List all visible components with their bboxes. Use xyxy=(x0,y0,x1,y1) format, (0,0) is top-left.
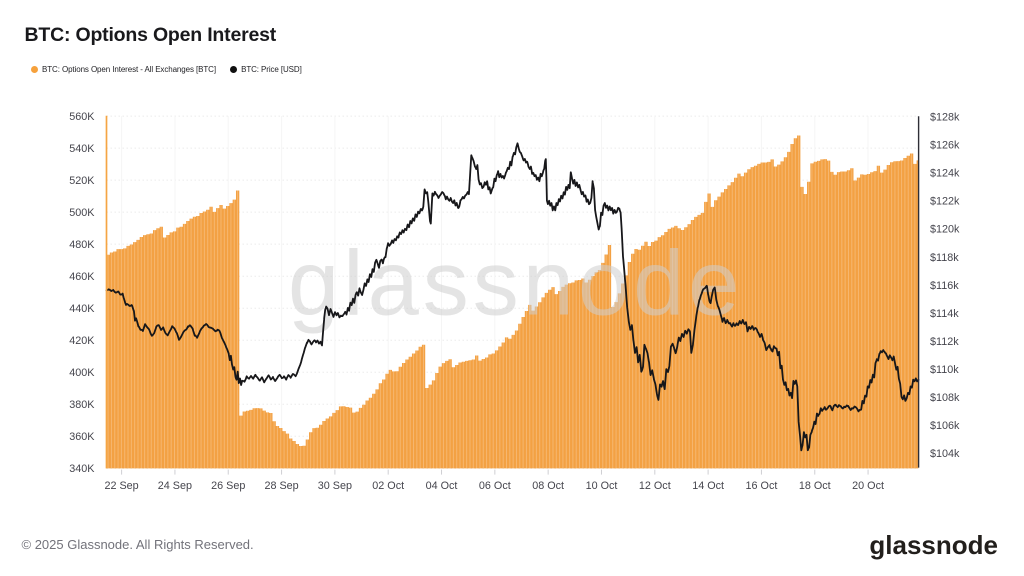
svg-text:$128k: $128k xyxy=(930,112,960,124)
svg-text:$118k: $118k xyxy=(930,252,959,264)
svg-text:04 Oct: 04 Oct xyxy=(426,480,458,492)
svg-text:540K: 540K xyxy=(69,143,95,155)
svg-text:20 Oct: 20 Oct xyxy=(852,480,884,492)
svg-text:420K: 420K xyxy=(69,335,95,347)
svg-text:400K: 400K xyxy=(69,367,95,379)
svg-text:$114k: $114k xyxy=(930,308,959,320)
svg-text:14 Oct: 14 Oct xyxy=(692,480,724,492)
svg-text:560K: 560K xyxy=(69,111,95,123)
svg-text:24 Sep: 24 Sep xyxy=(158,480,192,492)
svg-text:02 Oct: 02 Oct xyxy=(372,480,404,492)
svg-text:30 Sep: 30 Sep xyxy=(318,480,352,492)
svg-text:$110k: $110k xyxy=(930,364,959,376)
svg-text:500K: 500K xyxy=(69,207,95,219)
svg-text:26 Sep: 26 Sep xyxy=(211,480,245,492)
svg-text:08 Oct: 08 Oct xyxy=(532,480,564,492)
svg-text:$122k: $122k xyxy=(930,196,960,208)
svg-text:28 Sep: 28 Sep xyxy=(264,480,298,492)
svg-text:$116k: $116k xyxy=(930,280,959,292)
svg-text:$112k: $112k xyxy=(930,336,959,348)
svg-text:glassnode: glassnode xyxy=(288,233,743,335)
svg-text:16 Oct: 16 Oct xyxy=(746,480,778,492)
svg-text:380K: 380K xyxy=(69,399,95,411)
svg-text:$126k: $126k xyxy=(930,140,960,152)
svg-text:480K: 480K xyxy=(69,239,95,251)
svg-text:06 Oct: 06 Oct xyxy=(479,480,511,492)
svg-text:22 Sep: 22 Sep xyxy=(104,480,138,492)
svg-text:460K: 460K xyxy=(69,271,95,283)
svg-text:$104k: $104k xyxy=(930,448,960,460)
svg-text:glassnode: glassnode xyxy=(288,233,743,335)
svg-text:12 Oct: 12 Oct xyxy=(639,480,671,492)
svg-text:$120k: $120k xyxy=(930,224,960,236)
svg-text:$108k: $108k xyxy=(930,392,960,404)
svg-text:360K: 360K xyxy=(69,431,95,443)
svg-text:440K: 440K xyxy=(69,303,95,315)
svg-text:340K: 340K xyxy=(69,463,95,475)
svg-text:520K: 520K xyxy=(69,175,95,187)
svg-text:10 Oct: 10 Oct xyxy=(586,480,618,492)
svg-text:$106k: $106k xyxy=(930,420,960,432)
svg-text:$124k: $124k xyxy=(930,168,960,180)
svg-text:18 Oct: 18 Oct xyxy=(799,480,831,492)
